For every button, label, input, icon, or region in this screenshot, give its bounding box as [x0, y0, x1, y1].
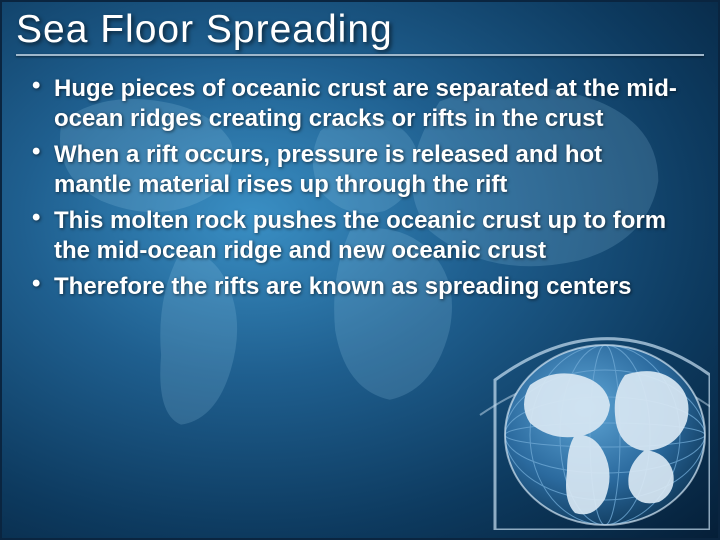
title-underline — [16, 54, 704, 56]
bullet-content: Huge pieces of oceanic crust are separat… — [30, 74, 678, 308]
bullet-item: When a rift occurs, pressure is released… — [30, 140, 678, 200]
bullet-item: Huge pieces of oceanic crust are separat… — [30, 74, 678, 134]
bullet-list: Huge pieces of oceanic crust are separat… — [30, 74, 678, 302]
slide-container: Sea Floor Spreading Huge pieces of ocean… — [0, 0, 720, 540]
globe-graphic — [460, 320, 710, 530]
slide-title: Sea Floor Spreading — [16, 8, 393, 52]
bullet-item: This molten rock pushes the oceanic crus… — [30, 206, 678, 266]
bullet-item: Therefore the rifts are known as spreadi… — [30, 272, 678, 302]
